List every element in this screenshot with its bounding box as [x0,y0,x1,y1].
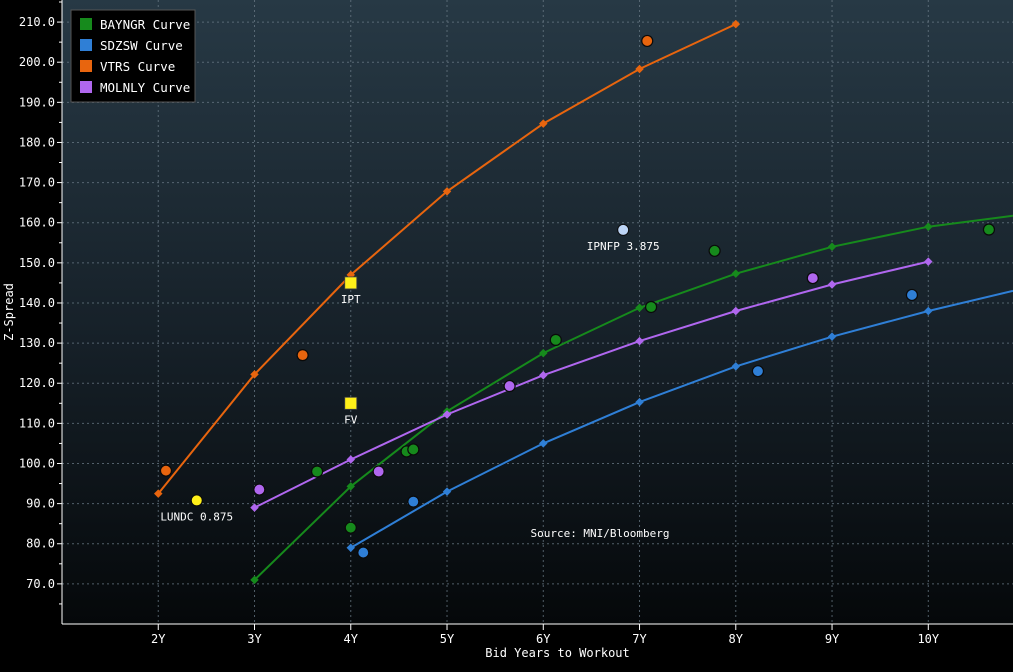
sdzsw-curve-curve-point [442,487,452,496]
y-tick-label-200-0: 200.0 [19,55,55,69]
x-tick-label-3y: 3Y [247,632,262,646]
bond-points [159,34,996,559]
sdzsw-curve-curve-point [924,306,933,316]
sdzsw-curve-curve-point [539,439,548,448]
molnly-curve-curve-point [539,370,548,380]
x-tick-label-9y: 9Y [825,632,840,646]
y-tick-label-140-0: 140.0 [19,296,55,310]
molnly-curve-curve-point [731,306,741,316]
fv-marker [344,396,358,410]
molnly-curve-curve-point [635,336,644,346]
sdzsw-curve-curve-point [731,362,741,371]
bayngr-curve-curve-point [731,269,741,278]
bayngr-curve-bond-point [310,465,324,478]
molnly-curve-bond-point [503,379,516,393]
x-tick-label-6y: 6Y [536,632,551,646]
y-tick-label-150-0: 150.0 [19,256,55,270]
y-tick-label-90-0: 90.0 [26,497,55,511]
bayngr-curve-bond-point [344,521,357,534]
molnly-curve-bond-point [806,271,819,285]
legend-label-bayngr-curve: BAYNGR Curve [100,17,190,32]
x-tick-label-2y: 2Y [151,632,166,646]
x-tick-label-10y: 10Y [917,632,939,646]
legend: BAYNGR Curve SDZSW Curve VTRS Curve MOLNLY … [70,9,196,103]
molnly-curve-bond-point [372,465,385,478]
lundc-0-875-marker [190,494,203,507]
ipt-label: IPT [341,293,361,306]
ipnfp-3-875-marker [617,223,630,236]
y-tick-label-100-0: 100.0 [19,456,55,470]
bayngr-curve-bond-point [549,333,562,346]
y-tick-label-70-0: 70.0 [26,577,55,591]
vtrs-curve-bond-point [159,464,173,477]
x-axis-label: Bid Years to Workout [485,646,630,660]
legend-swatch-sdzsw-curve [80,39,92,51]
y-tick-label-80-0: 80.0 [26,537,55,551]
molnly-curve-curve-point [346,455,356,464]
plot-area [62,0,1013,624]
sdzsw-curve-curve-point [346,543,356,552]
bayngr-curve-bond-point [982,223,996,236]
bayngr-curve-bond-point [407,443,420,456]
legend-label-sdzsw-curve: SDZSW Curve [100,38,183,53]
bayngr-curve-curve-point [346,482,356,491]
y-tick-label-170-0: 170.0 [19,176,55,190]
y-tick-label-210-0: 210.0 [19,15,55,29]
vtrs-curve-curve-point [154,489,163,498]
sdzsw-curve-curve-point [635,397,644,407]
legend-swatch-vtrs-curve [80,60,92,72]
x-tick-label-4y: 4Y [344,632,359,646]
sdzsw-curve-bond-point [407,495,420,508]
sdzsw-curve-bond-point [905,288,919,302]
y-tick-label-180-0: 180.0 [19,135,55,149]
axes: 2Y 3Y 4Y 5Y 6Y 7Y 8Y 9Y 10Y 70.0 80.0 90.0 100.0 110.… [19,0,1013,646]
y-tick-label-130-0: 130.0 [19,336,55,350]
legend-label-molnly-curve: MOLNLY Curve [100,80,190,95]
molnly-curve-line [254,260,929,509]
ipnfp-3-875-label: IPNFP 3.875 [587,240,660,253]
legend-label-vtrs-curve: VTRS Curve [100,59,175,74]
x-tick-label-8y: 8Y [729,632,744,646]
legend-swatch-bayngr-curve [80,18,92,30]
y-tick-label-160-0: 160.0 [19,216,55,230]
sdzsw-curve-line [350,289,1013,549]
ipt-marker [344,276,358,290]
vtrs-curve-curve-point [442,187,452,196]
vtrs-curve-bond-point [641,34,654,48]
y-tick-label-190-0: 190.0 [19,95,55,109]
sdzsw-curve-curve-point [827,332,837,341]
source-annotation: Source: MNI/Bloomberg [530,527,669,540]
bayngr-curve-curve-point [635,303,644,313]
molnly-curve-bond-point [253,483,266,496]
vtrs-curve-curve-point [250,370,259,379]
molnly-curve-curve-point [924,257,933,266]
x-tick-label-5y: 5Y [440,632,455,646]
vtrs-curve-bond-point [296,349,309,362]
fv-label: FV [344,413,358,426]
bayngr-curve-bond-point [708,244,721,257]
molnly-curve-curve-point [250,503,259,512]
y-tick-label-120-0: 120.0 [19,376,55,390]
lundc-0-875-label: LUNDC 0.875 [160,510,233,523]
molnly-curve-curve-point [827,280,837,289]
bayngr-curve-curve-point [539,348,548,358]
highlight-markers: LUNDC 0.875 IPNFP 3.875 IPT FV [160,223,660,523]
y-axis-label: Z-Spread [2,283,16,341]
bayngr-curve-bond-point [644,300,658,314]
legend-swatch-molnly-curve [80,81,92,93]
sdzsw-curve-bond-point [357,546,370,559]
y-tick-label-110-0: 110.0 [19,416,55,430]
sdzsw-curve-bond-point [751,365,765,378]
x-tick-label-7y: 7Y [632,632,647,646]
molnly-curve-curve-point [442,410,452,419]
